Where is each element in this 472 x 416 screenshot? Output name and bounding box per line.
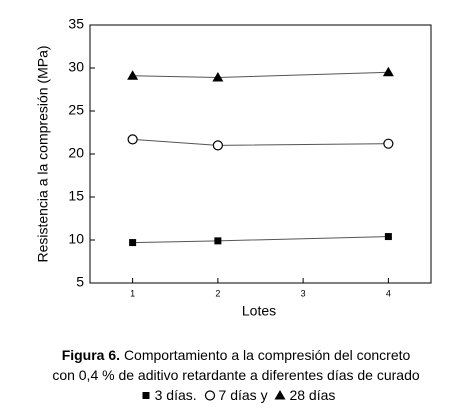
caption: Figura 6. Comportamiento a la compresión…: [50, 345, 422, 405]
x-axis-label: Lotes: [242, 303, 276, 319]
marker: [274, 390, 286, 400]
series-line: [132, 236, 389, 244]
marker: [127, 70, 139, 80]
marker: [204, 390, 215, 401]
y-tick-label: 5: [76, 274, 84, 290]
y-axis-label: Resistencia a la compresión (MPa): [35, 45, 51, 262]
marker: [129, 239, 137, 247]
chart: Lotes Resistencia a la compresión (MPa) …: [35, 16, 432, 319]
y-tick-label: 25: [68, 102, 84, 118]
legend-marker: [274, 390, 286, 400]
legend: 3 días. 7 días y 28 días: [137, 387, 336, 403]
x-tick-label: 2: [215, 288, 220, 298]
x-tick-label: 3: [301, 288, 306, 298]
y-tick-label: 10: [68, 231, 84, 247]
marker: [212, 140, 223, 151]
plot-frame: [89, 24, 432, 284]
y-tick-label: 35: [68, 16, 84, 32]
marker: [127, 134, 138, 145]
legend-marker: [142, 392, 150, 399]
marker: [214, 237, 222, 245]
series-line: [132, 138, 389, 146]
legend-label: 3 días: [154, 387, 193, 403]
marker: [142, 392, 150, 399]
marker: [382, 66, 394, 77]
caption-label: Figura 6.: [61, 347, 121, 363]
caption-text: Comportamiento a la compresión del concr…: [52, 347, 420, 383]
y-tick-label: 20: [68, 145, 84, 161]
y-tick-label: 30: [68, 59, 84, 75]
y-tick-label: 15: [68, 188, 84, 204]
marker: [384, 233, 392, 241]
caption-joiner: y: [260, 387, 268, 403]
x-tick-label: 1: [130, 288, 135, 298]
caption-joiner: .: [192, 387, 197, 403]
legend-marker: [204, 390, 215, 401]
series-line: [132, 71, 389, 78]
marker: [383, 138, 394, 149]
legend-label: 28 días: [289, 387, 336, 403]
legend-label: 7 días: [218, 387, 257, 403]
x-tick-label: 4: [386, 288, 391, 298]
marker: [212, 71, 224, 82]
